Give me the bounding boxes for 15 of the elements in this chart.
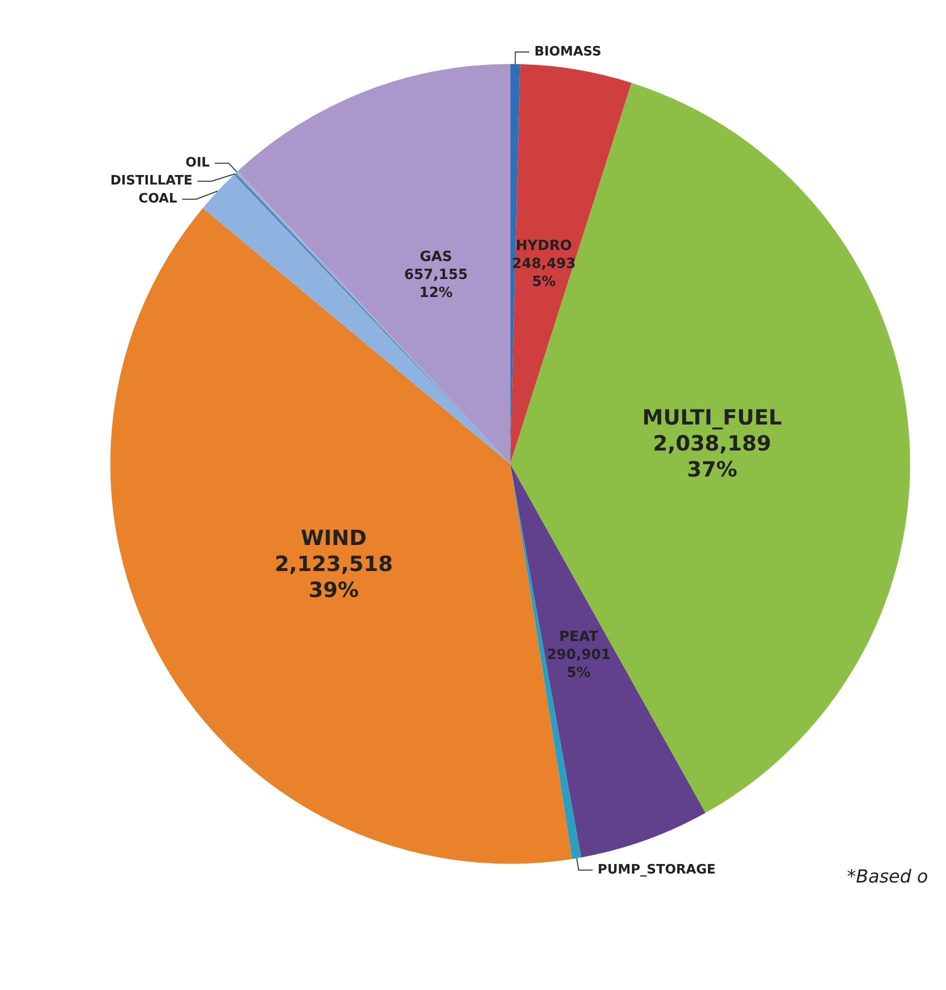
slice-label: HYDRO [516,238,572,254]
data-label: 2,038,189 37% [652,431,772,482]
data-label: 290,901 5% [546,646,611,681]
slice-label: OIL [186,156,210,171]
data-label: 2,123,518 39% [274,552,393,602]
slice-label: PEAT [559,628,599,645]
slice-label: DISTILLATE [110,174,192,189]
text: *Based o [847,866,928,888]
slice-label: COAL [138,192,178,207]
slice-label: GAS [420,249,452,266]
data-label: 657,155 12% [404,267,468,302]
slice-label: MULTI_FUEL [642,405,782,430]
slice-label: PUMP_STORAGE [598,862,716,878]
slice-label: BIOMASS [534,44,602,60]
slice-label: WIND [300,526,367,550]
